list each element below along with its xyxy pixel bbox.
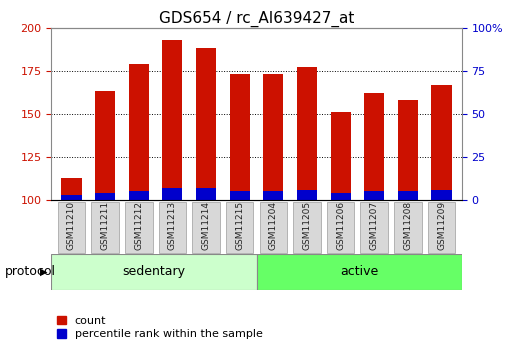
Bar — [263, 74, 283, 200]
Bar — [297, 67, 317, 200]
Text: GSM11206: GSM11206 — [336, 201, 345, 250]
Legend: count, percentile rank within the sample: count, percentile rank within the sample — [57, 316, 263, 339]
Text: GSM11213: GSM11213 — [168, 201, 177, 250]
FancyBboxPatch shape — [256, 254, 462, 290]
Bar — [162, 188, 183, 200]
Bar — [129, 64, 149, 200]
Bar — [431, 190, 451, 200]
Bar — [263, 191, 283, 200]
Text: active: active — [340, 265, 378, 278]
FancyBboxPatch shape — [428, 202, 456, 253]
FancyBboxPatch shape — [226, 202, 253, 253]
Bar — [230, 74, 250, 200]
Bar — [162, 40, 183, 200]
Bar — [62, 178, 82, 200]
FancyBboxPatch shape — [293, 202, 321, 253]
Bar — [95, 193, 115, 200]
Bar — [196, 48, 216, 200]
Text: GSM11214: GSM11214 — [202, 201, 210, 250]
Bar — [330, 112, 351, 200]
Bar — [62, 195, 82, 200]
Bar — [364, 93, 384, 200]
FancyBboxPatch shape — [361, 202, 388, 253]
FancyBboxPatch shape — [192, 202, 220, 253]
Bar — [95, 91, 115, 200]
FancyBboxPatch shape — [327, 202, 354, 253]
Bar — [129, 191, 149, 200]
Text: GSM11204: GSM11204 — [269, 201, 278, 250]
Bar — [230, 191, 250, 200]
Bar — [364, 191, 384, 200]
Bar — [196, 188, 216, 200]
Text: GSM11208: GSM11208 — [403, 201, 412, 250]
Bar — [398, 191, 418, 200]
Bar — [431, 85, 451, 200]
Text: GSM11209: GSM11209 — [437, 201, 446, 250]
Text: GSM11207: GSM11207 — [370, 201, 379, 250]
FancyBboxPatch shape — [394, 202, 422, 253]
Bar — [297, 190, 317, 200]
Text: GSM11215: GSM11215 — [235, 201, 244, 250]
FancyBboxPatch shape — [159, 202, 186, 253]
FancyBboxPatch shape — [125, 202, 152, 253]
Text: GSM11211: GSM11211 — [101, 201, 110, 250]
Text: GSM11205: GSM11205 — [303, 201, 311, 250]
Text: GSM11210: GSM11210 — [67, 201, 76, 250]
Text: protocol: protocol — [5, 265, 56, 278]
Text: GDS654 / rc_AI639427_at: GDS654 / rc_AI639427_at — [159, 10, 354, 27]
Text: sedentary: sedentary — [123, 265, 185, 278]
Text: ▶: ▶ — [40, 267, 48, 277]
Text: GSM11212: GSM11212 — [134, 201, 143, 250]
Bar — [398, 100, 418, 200]
FancyBboxPatch shape — [51, 254, 256, 290]
FancyBboxPatch shape — [57, 202, 85, 253]
Bar — [330, 193, 351, 200]
FancyBboxPatch shape — [91, 202, 119, 253]
FancyBboxPatch shape — [260, 202, 287, 253]
